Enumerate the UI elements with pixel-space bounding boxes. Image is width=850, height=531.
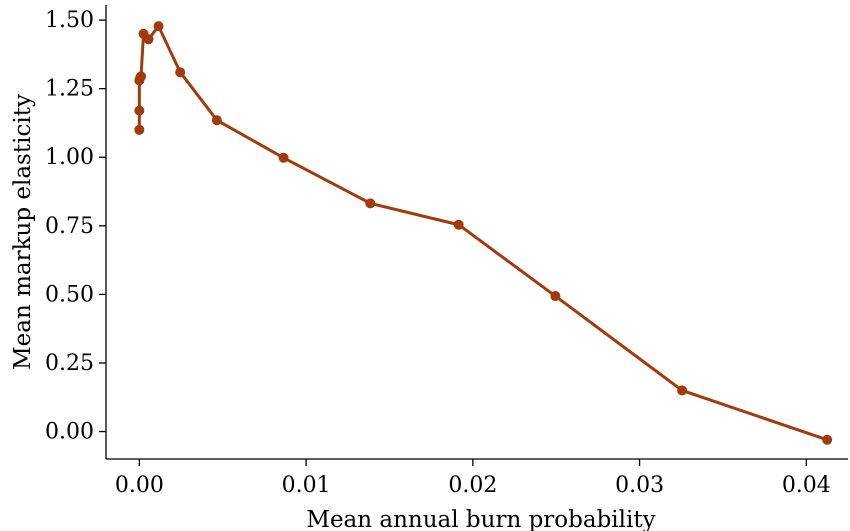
data-point — [550, 291, 561, 302]
data-point — [365, 198, 376, 209]
data-point — [677, 385, 688, 396]
data-point — [143, 34, 154, 45]
x-tick-label: 0.04 — [782, 473, 831, 498]
y-tick-label: 0.00 — [45, 420, 94, 445]
x-tick-label: 0.01 — [282, 473, 331, 498]
data-point — [453, 219, 464, 230]
x-tick-label: 0.03 — [615, 473, 664, 498]
y-tick-label: 1.50 — [45, 8, 94, 33]
y-axis-label: Mean markup elasticity — [10, 94, 36, 370]
y-tick-label: 0.25 — [45, 351, 94, 376]
data-point — [153, 21, 164, 32]
y-tick-label: 1.00 — [45, 145, 94, 170]
x-tick-label: 0.02 — [448, 473, 497, 498]
data-point — [175, 67, 186, 78]
x-tick-label: 0.00 — [115, 473, 164, 498]
x-axis-label: Mean annual burn probability — [306, 507, 655, 531]
data-point — [136, 71, 147, 82]
data-point — [822, 434, 833, 445]
y-ticks: 0.00 0.25 0.50 0.75 1.00 1.25 1.50 — [45, 8, 106, 445]
data-point — [211, 115, 222, 126]
series-line — [137, 24, 828, 442]
y-tick-label: 0.75 — [45, 214, 94, 239]
y-tick-label: 1.25 — [45, 77, 94, 102]
plot-area: 0.000.250.500.751.001.251.50 0.00 0.01 0.0… — [45, 5, 848, 498]
series-group — [134, 21, 833, 445]
data-point — [134, 105, 145, 116]
x-ticks: 0.00 0.01 0.02 0.03 0.04 — [115, 459, 831, 498]
data-point — [134, 124, 145, 135]
y-tick-label: 0.50 — [45, 282, 94, 307]
data-point — [278, 152, 289, 163]
